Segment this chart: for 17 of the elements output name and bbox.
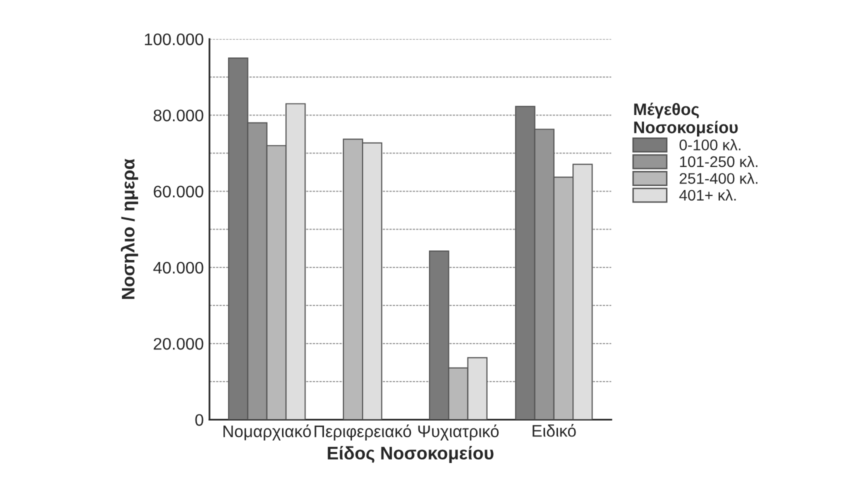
y-axis-title: Νοσηλιο / ημερα: [120, 158, 138, 299]
y-tick-label: 0: [195, 414, 204, 426]
legend-label: 0-100 κλ.: [680, 139, 740, 150]
legend-title: Μέγεθος Νοσοκομείου: [634, 102, 738, 137]
y-tick-label: 80.000: [154, 110, 204, 122]
legend-label: 401+ κλ.: [679, 189, 736, 201]
y-tick-label: 100.000: [144, 33, 204, 46]
x-tick-label: Περιφερειακό: [314, 424, 412, 441]
x-axis-title: Είδος Νοσοκομείου: [328, 446, 494, 463]
legend-label: 251-400 κλ.: [680, 172, 758, 184]
legend-label: 101-250 κλ.: [680, 156, 758, 168]
y-tick-label: 20.000: [154, 338, 204, 350]
x-tick-label: Ειδικό: [532, 424, 576, 437]
y-tick-label: 40.000: [153, 262, 204, 274]
x-tick-label: Ψυχιατρικό: [418, 424, 499, 441]
y-tick-label: 60.000: [154, 186, 204, 198]
x-tick-label: Νομαρχιακό: [223, 424, 311, 441]
